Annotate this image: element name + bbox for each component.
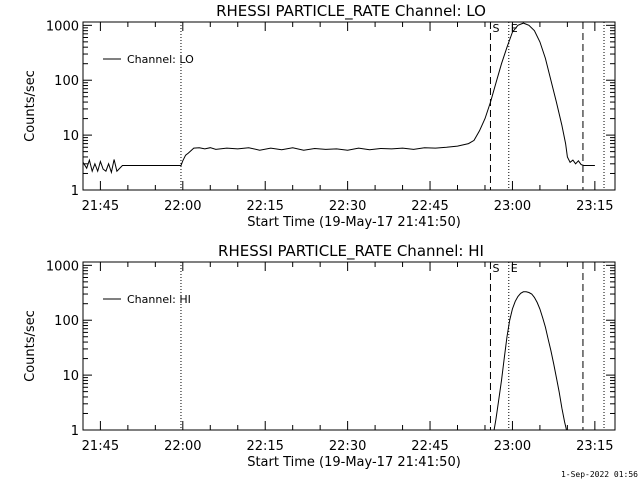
- x-tick-label: 22:45: [411, 199, 448, 214]
- x-tick-label: 22:00: [164, 199, 201, 214]
- legend-label: Channel: LO: [127, 53, 194, 66]
- plot-frame: [82, 261, 616, 431]
- x-tick-label: 22:30: [329, 199, 366, 214]
- y-axis-label: Counts/sec: [23, 70, 38, 142]
- event-marker-e: E: [511, 262, 518, 275]
- y-axis-label: Counts/sec: [23, 310, 38, 382]
- y-tick-label: 10: [62, 369, 79, 384]
- chart-title: RHESSI PARTICLE_RATE Channel: LO: [216, 2, 486, 21]
- x-tick-label: 22:00: [164, 439, 201, 454]
- y-tick-label: 100: [54, 314, 79, 329]
- x-axis-label: Start Time (19-May-17 21:41:50): [247, 455, 461, 470]
- y-tick-label: 1: [71, 424, 79, 439]
- series-line: [493, 291, 567, 431]
- x-tick-label: 22:45: [411, 439, 448, 454]
- y-tick-label: 1: [71, 184, 79, 199]
- x-tick-label: 21:45: [82, 199, 119, 214]
- y-tick-label: 1000: [46, 259, 79, 274]
- chart-title: RHESSI PARTICLE_RATE Channel: HI: [218, 242, 484, 261]
- x-axis-label: Start Time (19-May-17 21:41:50): [247, 215, 461, 230]
- series-line: [82, 22, 595, 175]
- event-marker-s: S: [492, 22, 499, 35]
- event-marker-s: S: [492, 262, 499, 275]
- x-tick-label: 22:30: [329, 439, 366, 454]
- x-tick-label: 22:15: [246, 199, 283, 214]
- event-marker-e: E: [511, 22, 518, 35]
- legend-label: Channel: HI: [127, 293, 191, 306]
- y-tick-label: 100: [54, 74, 79, 89]
- x-tick-label: 22:15: [246, 439, 283, 454]
- x-tick-label: 23:15: [576, 199, 613, 214]
- plot-frame: [82, 21, 616, 191]
- x-tick-label: 21:45: [82, 439, 119, 454]
- y-tick-label: 1000: [46, 19, 79, 34]
- x-tick-label: 23:00: [494, 439, 531, 454]
- footer-timestamp: 1-Sep-2022 01:56: [560, 470, 638, 479]
- x-tick-label: 23:15: [576, 439, 613, 454]
- x-tick-label: 23:00: [494, 199, 531, 214]
- y-tick-label: 10: [62, 129, 79, 144]
